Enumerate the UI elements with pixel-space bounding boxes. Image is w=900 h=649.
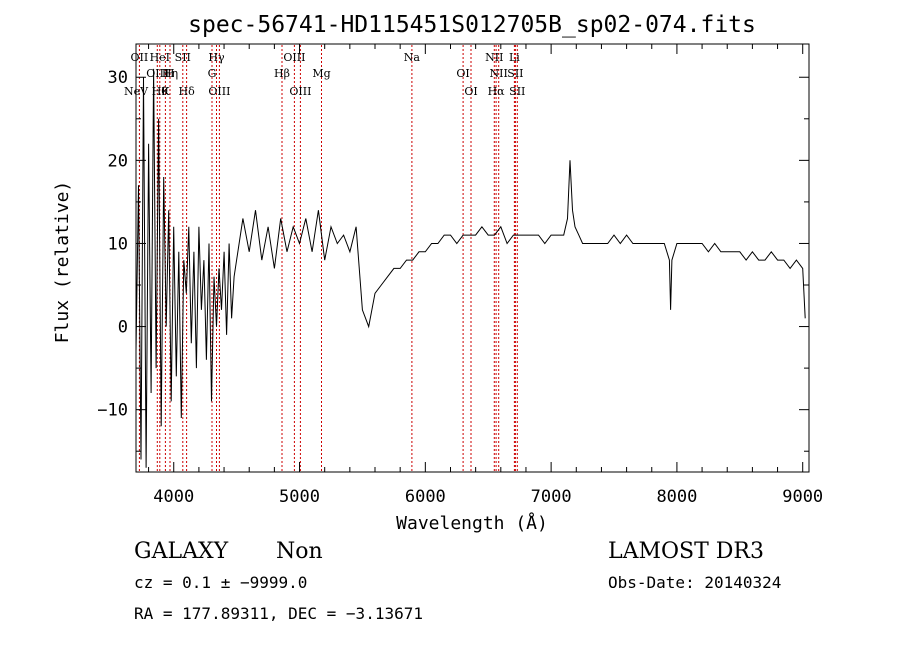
emission-line-labels: NeVOIIOIIIHθHeIHηKHSIIHδHγGOIIIHβOIIIOII… — [124, 51, 525, 98]
marker-label: K — [161, 85, 170, 98]
marker-label: SII — [507, 67, 523, 80]
emission-line-markers — [138, 45, 518, 471]
observation-date: Obs-Date: 20140324 — [608, 573, 782, 592]
x-tick-label: 4000 — [153, 487, 194, 507]
y-tick-label: 20 — [108, 151, 128, 171]
x-tick-label: 5000 — [279, 487, 320, 507]
marker-label: OI — [464, 85, 477, 98]
y-tick-label: 10 — [108, 234, 128, 254]
marker-label: NeV — [124, 85, 149, 98]
chart-title: spec-56741-HD115451S012705B_sp02-074.fit… — [188, 12, 756, 38]
marker-label: OI — [456, 67, 469, 80]
marker-label: NII — [490, 67, 508, 80]
x-axis-ticks: 4000 5000 6000 7000 8000 9000 — [148, 44, 823, 507]
spectrum-line — [135, 68, 806, 468]
marker-label: Na — [404, 51, 421, 64]
y-tick-label: 0 — [118, 318, 128, 338]
marker-label: Hβ — [274, 67, 290, 80]
x-tick-label: 9000 — [782, 487, 823, 507]
marker-label: OII — [131, 51, 149, 64]
coordinates-text: RA = 177.89311, DEC = −3.13671 — [134, 604, 423, 623]
x-tick-label: 8000 — [656, 487, 697, 507]
marker-label: SII — [175, 51, 191, 64]
x-axis-label: Wavelength (Å) — [396, 512, 548, 534]
marker-label: Hγ — [208, 51, 225, 64]
y-axis-label: Flux (relative) — [52, 181, 73, 344]
marker-label: OIII — [146, 67, 168, 80]
marker-label: HeI — [150, 51, 170, 64]
object-subclass: Non — [276, 539, 323, 564]
survey-name: LAMOST DR3 — [608, 539, 764, 564]
marker-label: Hα — [488, 85, 506, 98]
marker-label: H — [165, 67, 175, 80]
plot-frame — [135, 43, 810, 473]
y-tick-label: 30 — [108, 68, 128, 88]
marker-label: OIII — [208, 85, 230, 98]
marker-label: Mg — [312, 67, 330, 80]
marker-label: OIII — [289, 85, 311, 98]
redshift-text: cz = 0.1 ± −9999.0 — [134, 573, 308, 592]
marker-label: Hθ — [152, 85, 169, 98]
object-class: GALAXY — [134, 539, 229, 564]
marker-label: SII — [509, 85, 525, 98]
y-tick-label: −10 — [97, 401, 128, 421]
marker-label: Hη — [162, 67, 178, 80]
x-tick-label: 7000 — [531, 487, 572, 507]
y-axis-ticks: −10 0 10 20 30 — [97, 68, 809, 452]
x-tick-label: 6000 — [405, 487, 446, 507]
marker-label: G — [208, 67, 217, 80]
marker-label: Hδ — [178, 85, 195, 98]
marker-label: OIII — [283, 51, 305, 64]
marker-label: Li — [509, 51, 520, 64]
marker-label: NII — [485, 51, 503, 64]
